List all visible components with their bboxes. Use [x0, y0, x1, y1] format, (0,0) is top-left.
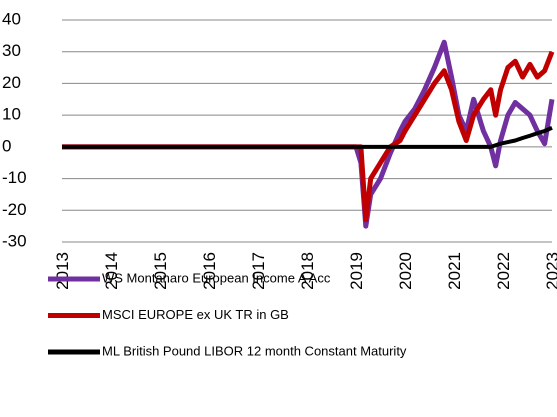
y-tick-label: 10 [2, 105, 21, 124]
x-tick-label: 2015 [151, 252, 170, 290]
x-tick-label: 2021 [445, 252, 464, 290]
x-tick-label: 2016 [200, 252, 219, 290]
legend-label: ML British Pound LIBOR 12 month Constant… [102, 343, 407, 358]
y-tick-label: 40 [2, 9, 21, 28]
series-line [62, 50, 555, 223]
x-tick-label: 2017 [249, 252, 268, 290]
x-tick-label: 2022 [494, 252, 513, 290]
x-tick-label: 2014 [102, 252, 121, 290]
x-tick-label: 2020 [396, 252, 415, 290]
legend-label: MSCI EUROPE ex UK TR in GB [102, 307, 289, 322]
x-tick-label: 2013 [53, 252, 72, 290]
series-line [62, 125, 553, 149]
x-tick-label: 2018 [298, 252, 317, 290]
y-tick-label: 0 [2, 136, 11, 155]
y-tick-label: 20 [2, 73, 21, 92]
legend-label: WS Montanaro European Income A Acc [102, 270, 331, 285]
y-tick-label: -20 [2, 200, 27, 219]
y-tick-label: 30 [2, 41, 21, 60]
series-line [62, 39, 555, 229]
x-tick-label: 2019 [347, 252, 366, 290]
x-tick-label: 2023 [543, 252, 557, 290]
y-tick-label: -30 [2, 231, 27, 250]
y-tick-label: -10 [2, 168, 27, 187]
